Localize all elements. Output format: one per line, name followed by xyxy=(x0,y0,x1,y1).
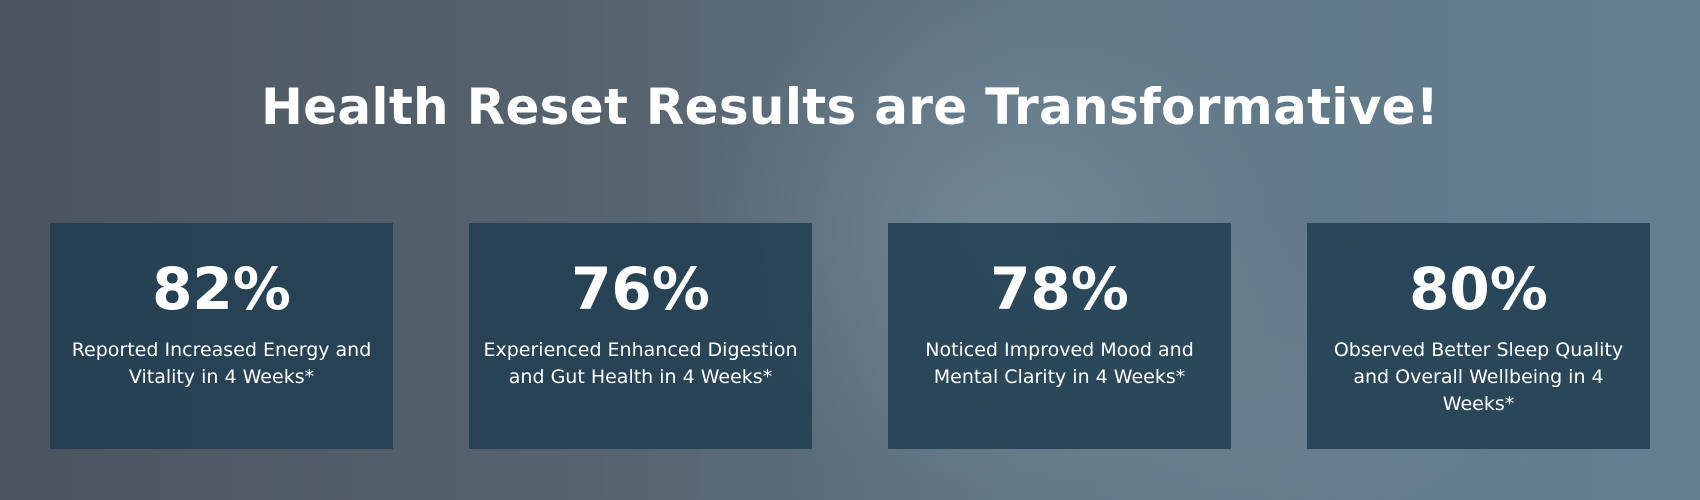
stat-value: 80% xyxy=(1409,255,1548,323)
stat-label: Noticed Improved Mood and Mental Clarity… xyxy=(925,339,1194,388)
stat-card: 76% Experienced Enhanced Digestion and Gu… xyxy=(469,223,812,449)
stat-card: 82% Reported Increased Energy and Vitalit… xyxy=(50,223,393,449)
stat-card: 78% Noticed Improved Mood and Mental Clar… xyxy=(888,223,1231,449)
stat-value: 76% xyxy=(571,255,710,323)
stat-value: 82% xyxy=(152,255,291,323)
stat-label: Reported Increased Energy and Vitality i… xyxy=(71,339,372,388)
stat-label: Experienced Enhanced Digestion and Gut H… xyxy=(483,339,798,388)
stat-label: Observed Better Sleep Quality and Overal… xyxy=(1333,339,1624,415)
stat-value: 78% xyxy=(990,255,1129,323)
stat-card: 80% Observed Better Sleep Quality and Ove… xyxy=(1307,223,1650,449)
title: Health Reset Results are Transformative! xyxy=(261,78,1439,136)
